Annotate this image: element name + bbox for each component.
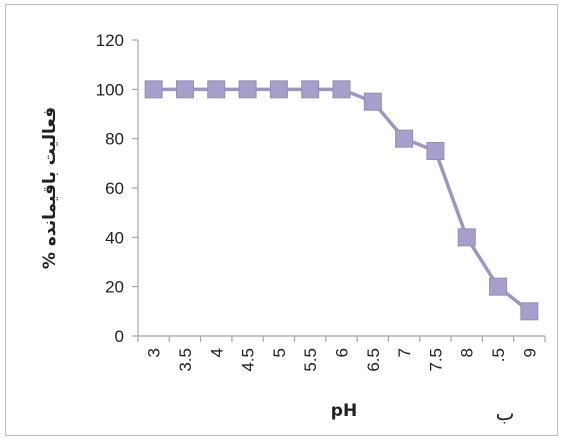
x-tick-label: .5 bbox=[489, 348, 508, 362]
y-tick-label: 0 bbox=[115, 327, 124, 346]
data-point bbox=[332, 80, 351, 99]
data-point bbox=[363, 92, 382, 111]
x-tick-label: 4.5 bbox=[239, 348, 258, 372]
panel-label: ب bbox=[496, 401, 515, 425]
y-tick-label: 60 bbox=[105, 179, 124, 198]
data-point bbox=[395, 129, 414, 148]
x-tick-label: 4 bbox=[207, 348, 226, 357]
x-tick-label: 6 bbox=[333, 348, 352, 357]
data-point bbox=[207, 80, 226, 99]
x-tick-label: 5.5 bbox=[301, 348, 320, 372]
y-axis-title: فعالیت باقیمانده % bbox=[40, 107, 60, 269]
x-tick-label: 6.5 bbox=[364, 348, 383, 372]
x-tick-label: 9 bbox=[520, 348, 539, 357]
data-point bbox=[301, 80, 320, 99]
data-point bbox=[144, 80, 163, 99]
axes bbox=[132, 39, 546, 342]
y-tick-labels: 0 20 40 60 80 100 120 bbox=[96, 31, 124, 346]
y-tick-label: 80 bbox=[105, 130, 124, 149]
x-tick-label: 8 bbox=[458, 348, 477, 357]
data-point bbox=[520, 302, 539, 321]
x-tick-labels: 3 3.5 4 4.5 5 5.5 6 6.5 7 7.5 8 .5 9 bbox=[145, 348, 540, 372]
y-tick-label: 100 bbox=[96, 80, 124, 99]
data-point bbox=[457, 228, 476, 247]
series-line bbox=[153, 87, 531, 313]
chart-frame bbox=[5, 4, 558, 436]
data-point bbox=[238, 80, 257, 99]
y-tick-label: 120 bbox=[96, 31, 124, 50]
markers bbox=[144, 80, 539, 321]
data-point bbox=[426, 142, 445, 160]
x-tick-label: 7.5 bbox=[426, 348, 445, 372]
data-point bbox=[175, 80, 194, 99]
x-tick-label: 5 bbox=[270, 348, 289, 357]
data-point bbox=[269, 80, 288, 99]
y-tick-label: 20 bbox=[105, 278, 124, 297]
series bbox=[153, 87, 531, 313]
x-tick-label: 3.5 bbox=[176, 348, 195, 372]
x-tick-label: 7 bbox=[395, 348, 414, 357]
data-point bbox=[489, 277, 508, 296]
x-axis-title: pH bbox=[331, 401, 357, 421]
x-tick-label: 3 bbox=[145, 348, 164, 357]
y-tick-label: 40 bbox=[105, 228, 124, 247]
